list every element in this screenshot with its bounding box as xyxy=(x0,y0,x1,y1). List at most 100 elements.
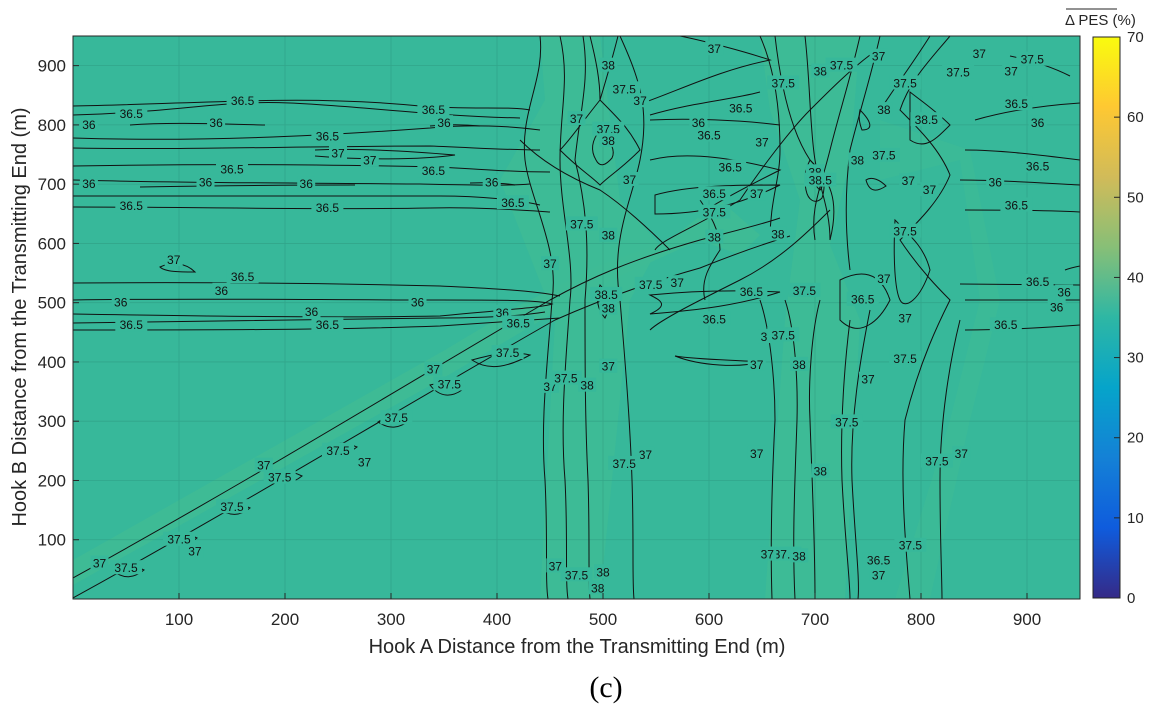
colorbar-ticks: 0 10 20 30 40 50 60 70 xyxy=(1114,29,1144,607)
contour-label-bg xyxy=(226,269,259,284)
contour-label: 37 xyxy=(753,134,771,150)
contour-label-bg xyxy=(493,304,512,319)
contour-label-bg xyxy=(216,161,248,176)
contour-label-bg xyxy=(1000,197,1033,212)
contour-label-text: 36.5 xyxy=(851,293,875,307)
contour-label-text: 37 xyxy=(331,146,345,160)
contour-label-bg xyxy=(767,75,800,90)
contour-label: 36 xyxy=(986,174,1005,189)
contour-label: 36.5 xyxy=(311,128,344,144)
contour-label: 37.5 xyxy=(380,410,413,425)
contour-label: 37.5 xyxy=(889,223,922,239)
contour-label-text: 36 xyxy=(215,284,229,298)
colorbar-title: Δ PES (%) xyxy=(1065,12,1136,29)
contour-label-text: 37.5 xyxy=(830,59,854,73)
contour-label-bg xyxy=(896,310,915,325)
contour-label-bg xyxy=(380,410,413,425)
contour-label: 36 xyxy=(196,174,215,189)
contour-label: 36.5 xyxy=(216,161,248,176)
contour-label-text: 38 xyxy=(596,565,610,579)
contour-label: 37.5 xyxy=(942,64,975,80)
contour-label: 37.5 xyxy=(322,442,354,458)
contour-label-text: 37 xyxy=(188,545,202,559)
contour-label-text: 36.5 xyxy=(422,103,446,117)
contour-label-bg xyxy=(952,445,971,460)
contour-label-bg xyxy=(874,102,893,117)
contour-label-text: 37.5 xyxy=(925,455,949,469)
contour-label: 37.5 xyxy=(433,376,466,391)
contour-label-bg xyxy=(226,93,259,108)
contour-label: 37 xyxy=(90,555,109,570)
contour-label: 38 xyxy=(588,580,607,595)
contour-label: 37.5 xyxy=(894,537,927,553)
contour-label: 37.5 xyxy=(608,455,641,471)
contour-label-bg xyxy=(297,176,316,191)
contour-label-bg xyxy=(986,174,1005,189)
contour-label: 38 xyxy=(848,152,867,167)
contour-label-text: 37 xyxy=(570,112,584,126)
colorbar-tick-label: 50 xyxy=(1127,189,1144,206)
contour-label-text: 37.5 xyxy=(496,346,520,360)
contour-label: 38.5 xyxy=(590,286,623,302)
contour-label-bg xyxy=(758,546,777,561)
contour-label-bg xyxy=(599,132,618,147)
contour-label-bg xyxy=(599,227,618,242)
contour-label: 38 xyxy=(811,463,830,479)
contour-label-bg xyxy=(920,182,939,197)
contour-label-bg xyxy=(636,446,655,461)
contour-label: 37 xyxy=(620,172,639,187)
contour-label-bg xyxy=(894,537,927,552)
contour-label: 36.5 xyxy=(1021,158,1054,173)
contour-label-text: 36.5 xyxy=(316,130,340,144)
contour-label-bg xyxy=(608,81,641,96)
contour-label-bg xyxy=(724,100,757,115)
contour-label: 37 xyxy=(970,45,989,61)
contour-label-bg xyxy=(735,284,768,299)
contour-label: 37.5 xyxy=(263,469,296,485)
contour-label: 36.5 xyxy=(846,291,879,307)
contour-label: 37 xyxy=(599,358,618,374)
contour-label-bg xyxy=(631,93,650,108)
contour-label: 38 xyxy=(790,356,809,372)
contour-label-bg xyxy=(254,457,273,472)
y-tick-label: 500 xyxy=(38,294,66,313)
contour-label: 38 xyxy=(705,229,724,244)
contour-label-text: 37.5 xyxy=(793,284,817,298)
contour-label: 37 xyxy=(874,270,893,286)
contour-label-bg xyxy=(1000,96,1033,111)
contour-label-bg xyxy=(408,294,427,309)
contour-label: 36.5 xyxy=(693,127,725,143)
contour-label-bg xyxy=(899,173,918,188)
contour-label: 37 xyxy=(859,371,877,387)
contour-label-bg xyxy=(417,163,450,178)
y-tick-label: 600 xyxy=(38,234,66,253)
contour-label-text: 36 xyxy=(305,305,319,319)
x-tick-label: 400 xyxy=(483,610,511,629)
contour-label-bg xyxy=(541,256,559,271)
contour-label: 37.5 xyxy=(608,81,641,96)
contour-label-text: 36.5 xyxy=(1026,159,1050,173)
contour-label-text: 36.5 xyxy=(231,270,255,284)
contour-label-text: 37 xyxy=(877,272,891,286)
contour-label-text: 37 xyxy=(902,174,916,188)
contour-label: 37 xyxy=(360,152,379,167)
contour-label-text: 37.5 xyxy=(893,352,917,366)
contour-label: 37 xyxy=(869,48,888,64)
contour-label-text: 36 xyxy=(989,175,1003,189)
contour-label: 37.5 xyxy=(1016,51,1049,67)
contour-label-text: 36 xyxy=(199,175,213,189)
contour-label-text: 37.5 xyxy=(772,328,796,342)
contour-label-bg xyxy=(698,311,731,326)
contour-label: 36.5 xyxy=(226,93,259,108)
contour-label-text: 37 xyxy=(543,257,557,271)
contour-label-text: 36 xyxy=(1057,286,1071,300)
contour-label: 36.5 xyxy=(502,315,535,330)
contour-label: 38.5 xyxy=(910,112,943,127)
contour-label-bg xyxy=(588,580,607,595)
contour-label-text: 37 xyxy=(93,556,107,570)
contour-label: 37.5 xyxy=(788,282,821,298)
contour-label: 36 xyxy=(297,176,316,191)
contour-label: 38 xyxy=(874,102,893,117)
contour-label-text: 38 xyxy=(771,228,785,242)
contour-label-text: 38 xyxy=(792,549,806,563)
